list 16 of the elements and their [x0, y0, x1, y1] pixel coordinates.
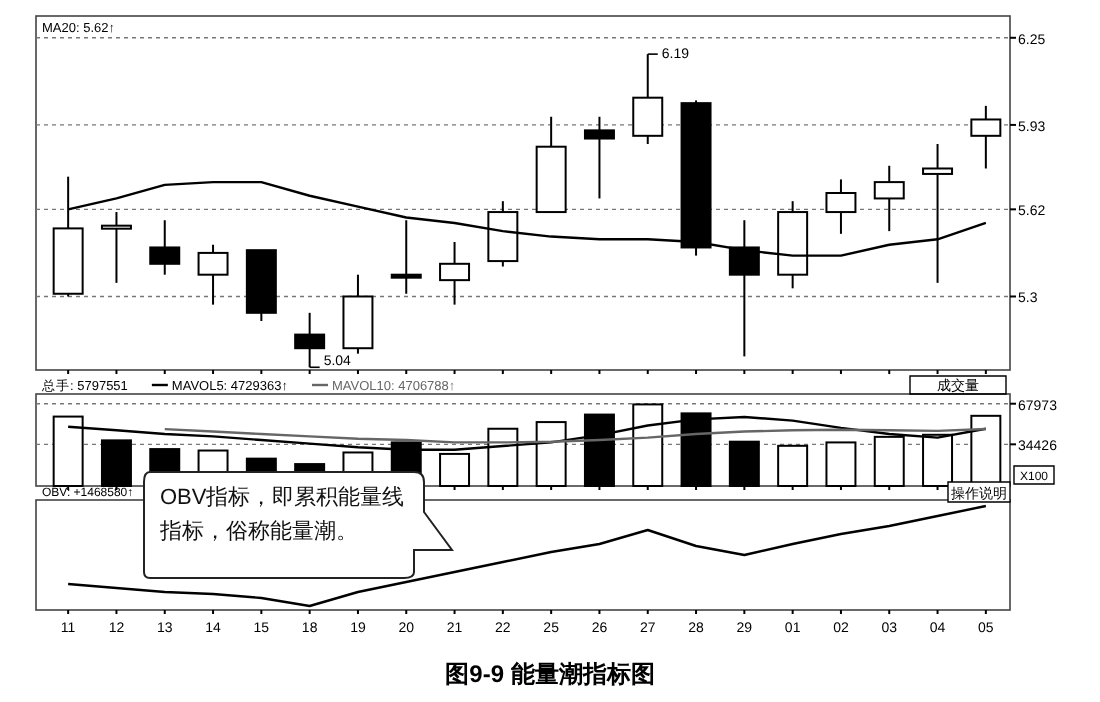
candlestick — [439, 241, 471, 306]
caption: 图9-9 能量潮指标图 — [445, 660, 655, 688]
candlestick — [873, 164, 905, 233]
candlestick — [197, 243, 229, 306]
candlestick — [970, 104, 1002, 170]
bar — [825, 441, 857, 487]
candlestick — [100, 211, 132, 284]
candlestick — [632, 53, 664, 145]
bar — [100, 439, 132, 487]
bar — [777, 444, 809, 487]
bar — [728, 440, 760, 487]
candlestick — [149, 219, 181, 276]
candlestick — [825, 178, 857, 235]
candlestick — [294, 311, 326, 369]
annotation: OBV指标，即累积能量线指标，俗称能量潮。 — [160, 484, 407, 548]
candlestick — [583, 115, 615, 200]
